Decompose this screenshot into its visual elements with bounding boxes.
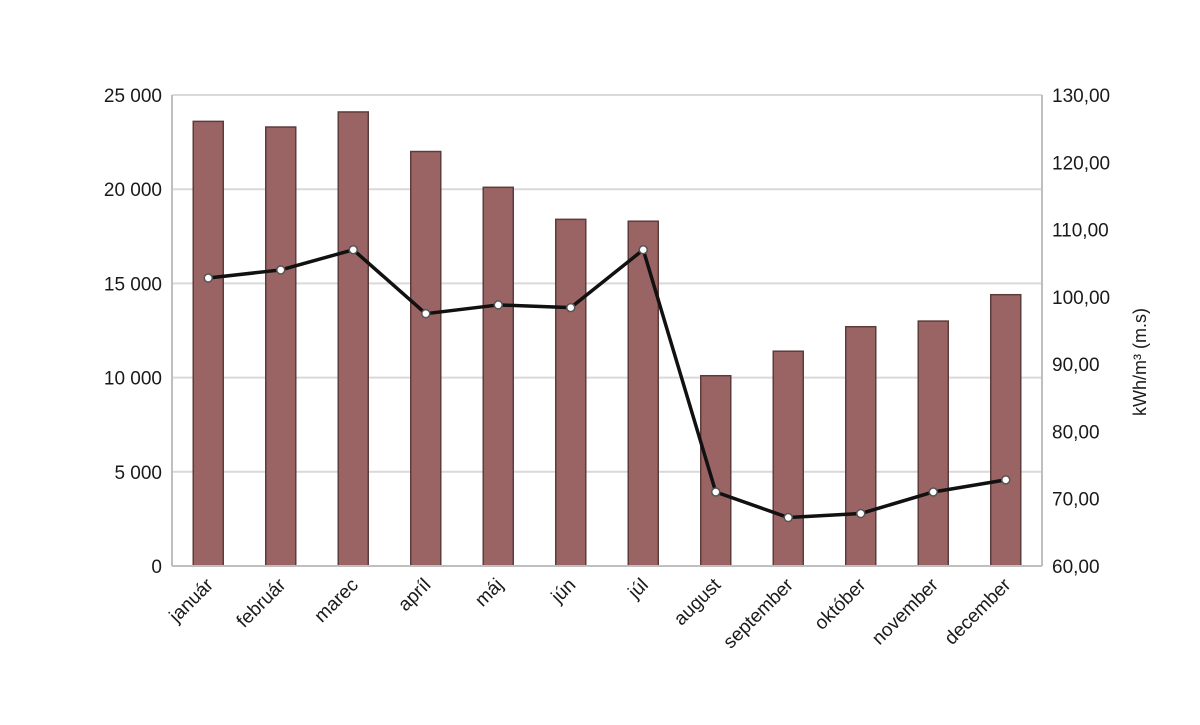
line-point [856,508,866,519]
x-tick-label: júl [624,575,653,604]
x-tick-label: august [670,574,726,630]
x-tick-label: jún [547,575,580,608]
line-path [208,248,1007,520]
y2-tick-label: 90,00 [1052,355,1100,376]
bar [265,126,297,567]
bar [337,111,369,567]
bar [917,320,949,567]
line-series [203,245,1011,523]
bar [627,220,659,567]
x-tick-label: máj [471,575,508,612]
right-axis-title: kWh/m³ (m.s) [1130,308,1150,416]
axes: 0 5 000 10 000 15 000 20 000 25 000 60,00 70,00… [104,86,1110,653]
y-tick-label: 20 000 [104,180,162,201]
y2-tick-label: 120,00 [1052,153,1110,174]
line-point [1001,475,1011,485]
y2-tick-label: 80,00 [1052,422,1100,443]
x-tick-label: október [811,574,871,634]
x-tick-label: december [941,574,1016,649]
y2-tick-label: 100,00 [1052,288,1110,309]
y-tick-label: 0 [151,557,162,578]
y-tick-label: 25 000 [104,86,162,107]
x-tick-label: január [165,574,218,627]
line-point [928,487,938,497]
y-tick-label: 10 000 [104,369,162,390]
line-point [203,273,213,283]
bar [410,150,442,567]
gridlines [172,94,1042,473]
line-point [348,245,358,255]
bar [555,218,587,567]
bar [845,325,877,567]
x-tick-label: november [868,574,943,649]
line-point [783,512,793,523]
y2-tick-label: 70,00 [1052,490,1100,511]
y-tick-label: 15 000 [104,274,162,295]
line-point [421,308,431,319]
y2-tick-label: 60,00 [1052,557,1100,578]
bar [482,186,514,567]
line-point [276,265,286,275]
bar-series [192,111,1022,567]
bar [192,120,224,567]
x-tick-label: september [719,574,798,653]
x-tick-label: február [233,574,291,632]
x-tick-label: marec [311,575,363,627]
line-point [493,300,503,310]
y2-tick-label: 130,00 [1052,86,1110,107]
y-tick-label: 5 000 [114,463,162,484]
y2-tick-label: 110,00 [1052,221,1109,242]
line-point [566,302,576,313]
line-point [638,245,648,255]
bar [700,374,732,567]
bar [990,293,1022,567]
line-point [711,487,721,497]
x-tick-label: apríl [394,575,435,616]
bar [772,350,804,567]
